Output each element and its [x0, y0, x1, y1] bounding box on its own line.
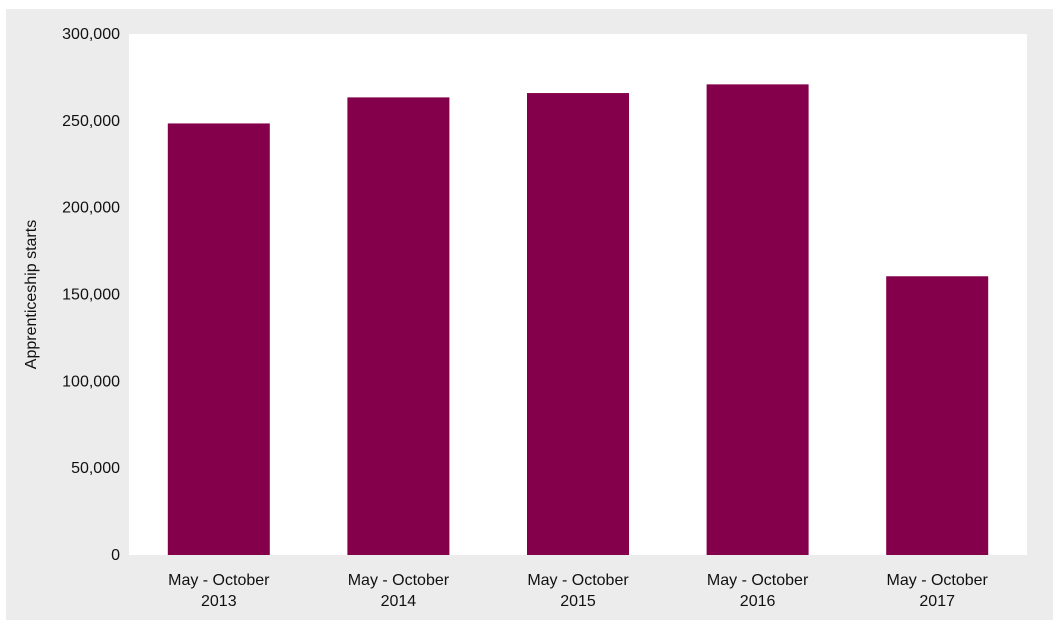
y-axis-ticks: 0 50,000 100,000 150,000 200,000 250,000 300,0…	[62, 26, 120, 564]
x-tick-label-line: 2015	[560, 593, 596, 610]
x-tick-label: May - October 2016	[707, 572, 809, 610]
x-tick-label-line: May - October	[168, 572, 270, 589]
y-tick-label: 50,000	[71, 460, 120, 477]
x-tick-label-line: May - October	[707, 572, 809, 589]
x-tick-label: May - October 2015	[527, 572, 629, 610]
y-tick-label: 250,000	[62, 113, 120, 130]
x-tick-label-line: May - October	[348, 572, 450, 589]
bar	[527, 93, 629, 556]
x-tick-label: May - October 2013	[168, 572, 270, 610]
x-tick-label-line: 2016	[740, 593, 776, 610]
x-tick-label-line: 2017	[919, 593, 955, 610]
y-tick-label: 100,000	[62, 373, 120, 390]
x-tick-label: May - October 2017	[887, 572, 989, 610]
x-tick-label-line: 2014	[381, 593, 417, 610]
bar	[167, 123, 270, 556]
bar	[706, 84, 809, 555]
bar	[886, 276, 989, 555]
x-tick-label-line: May - October	[527, 572, 629, 589]
y-tick-label: 150,000	[62, 287, 120, 304]
bars	[167, 84, 989, 556]
x-tick-label-line: May - October	[887, 572, 989, 589]
y-tick-label: 300,000	[62, 26, 120, 43]
x-tick-label: May - October 2014	[348, 572, 450, 610]
y-tick-label: 0	[111, 547, 120, 564]
y-tick-label: 200,000	[62, 200, 120, 217]
y-axis-title: Apprenticeship starts	[23, 220, 40, 369]
bar	[347, 97, 450, 555]
x-tick-label-line: 2013	[201, 593, 237, 610]
